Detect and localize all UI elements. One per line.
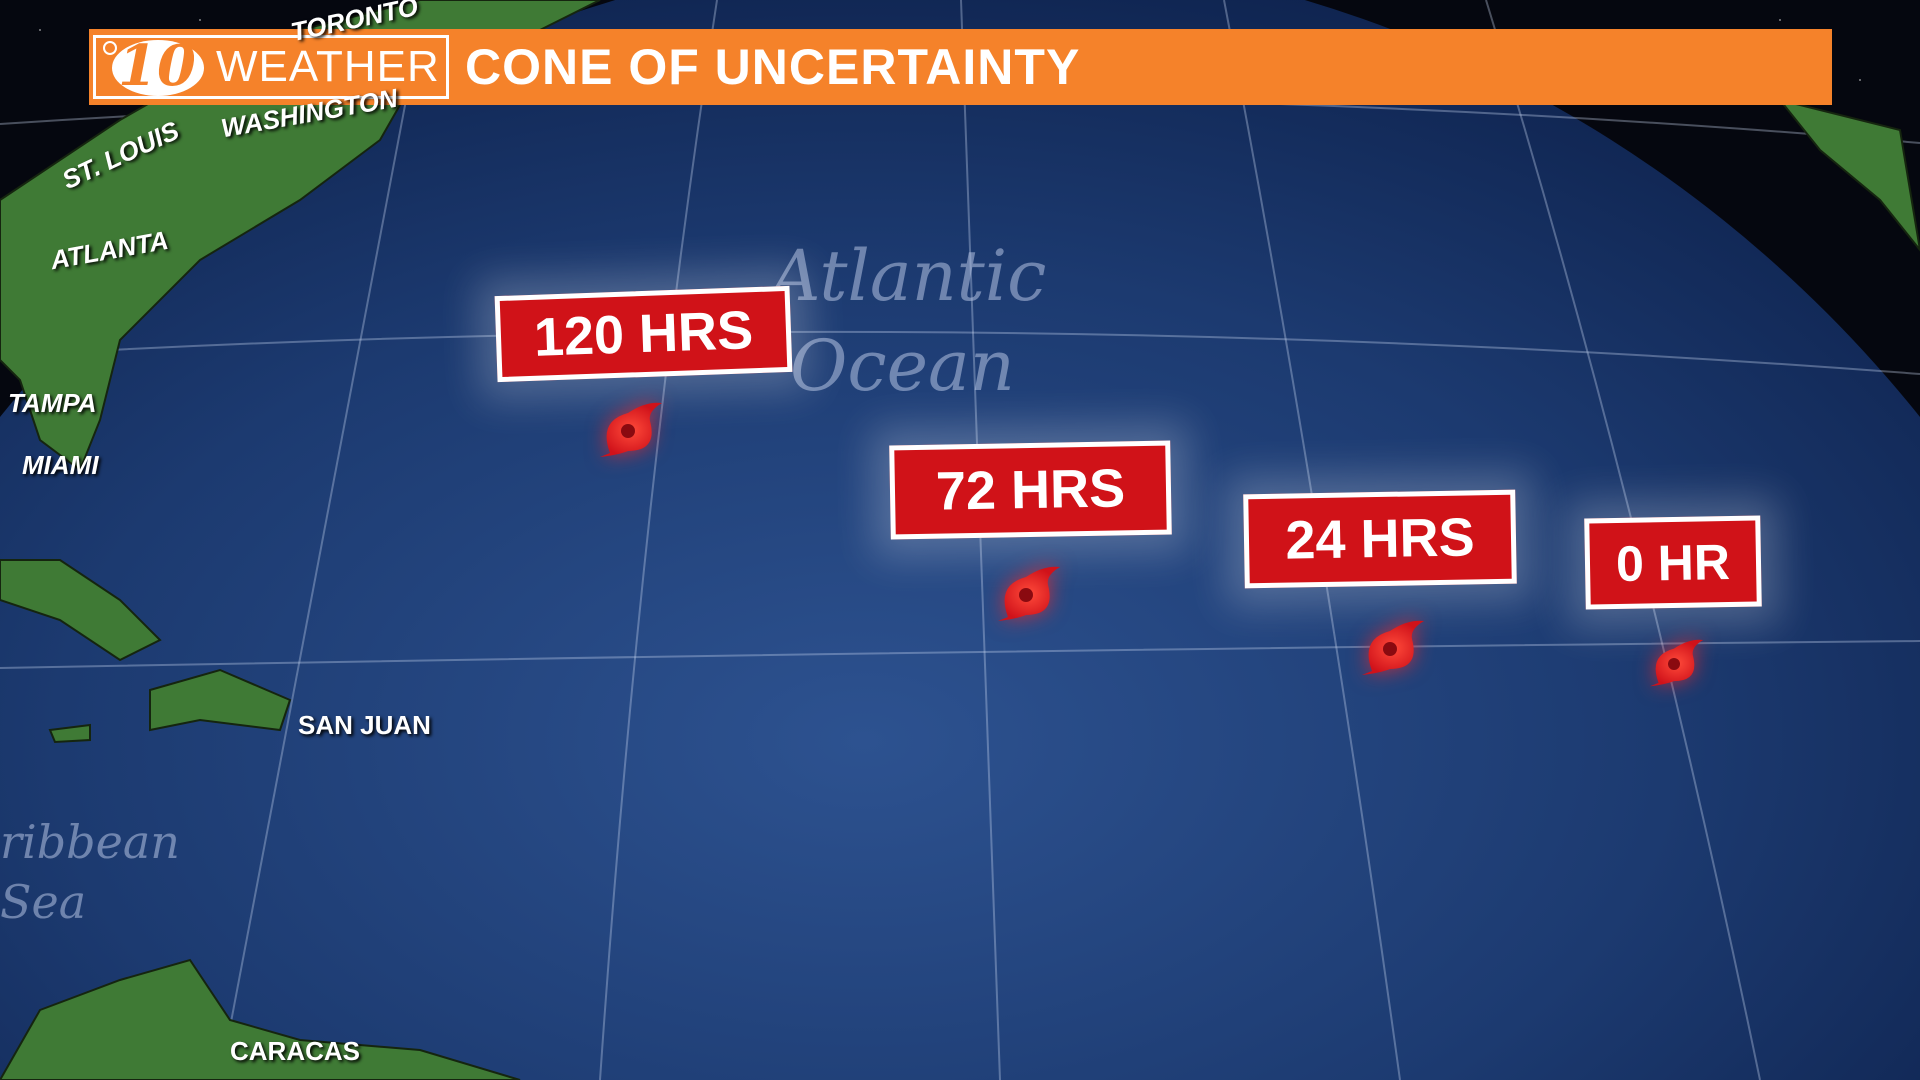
city-label: TAMPA [8,388,97,418]
hurricane-icon [600,402,662,457]
forecast-tag-120: 120 HRS [494,285,793,383]
city-label: CARACAS [230,1036,360,1066]
forecast-tag-0: 0 HR [1584,515,1762,610]
hurricane-icon [1650,639,1704,687]
sea-label: Sea [0,875,87,929]
logo-mark: 10 [96,33,206,99]
logo-word: WEATHER [216,42,440,91]
city-label: MIAMI [22,450,99,480]
ocean-label: Ocean [790,325,1015,407]
forecast-tag-72: 72 HRS [889,440,1172,540]
logo-number: 10 [118,33,196,99]
cbs-eye-icon [103,40,204,96]
city-label: SAN JUAN [298,710,431,740]
ocean-label: Atlantic [770,235,1047,317]
page-title: CONE OF UNCERTAINTY [465,39,1081,95]
hurricane-icon [1362,620,1424,675]
station-logo: 10 WEATHER [93,35,449,99]
sea-label: ribbean [0,815,180,869]
hurricane-icon [998,566,1060,621]
forecast-tag-24: 24 HRS [1243,489,1517,589]
header-banner: 10 WEATHER CONE OF UNCERTAINTY [89,29,1832,105]
